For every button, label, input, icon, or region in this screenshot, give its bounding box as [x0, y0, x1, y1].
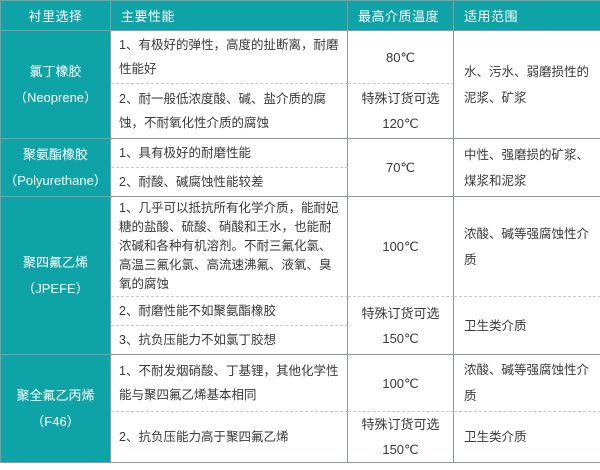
performance-cell: 1、几乎可以抵抗所有化学介质，能耐妃糖的盐酸、硫酸、硝酸和王水，也能耐浓碱和各种…	[111, 197, 348, 297]
temperature-cell: 特殊订货可选 120℃	[348, 84, 454, 139]
performance-cell: 2、耐一般低浓度酸、碱、盐介质的腐蚀，不耐氧化性介质的腐蚀	[111, 84, 348, 139]
material-name: 氯丁橡胶	[29, 63, 82, 79]
performance-cell: 1、具有极好的耐磨性能	[111, 139, 348, 168]
temperature-cell: 特殊订货可选 150℃	[348, 297, 454, 355]
temp-value: 120℃	[382, 116, 419, 131]
material-name-en: （Polyurethane）	[4, 172, 107, 188]
table-row: 氯丁橡胶 （Neoprene） 1、有极好的弹性，高度的扯断离，耐磨性能好 80…	[1, 31, 600, 139]
temp-note: 特殊订货可选	[361, 417, 440, 432]
material-name: 聚全氟乙丙烯	[16, 387, 95, 403]
table-row: 2、耐磨性能不如聚氨酯橡胶 特殊订货可选 150℃ 卫生类介质	[1, 297, 600, 355]
temperature-cell: 80℃	[348, 31, 454, 84]
material-cell-ptfe: 聚四氟乙烯 （JPEFE）	[1, 197, 111, 355]
scope-cell: 浓酸、碱等强腐蚀性介质	[454, 197, 600, 297]
performance-cell: 1、不耐发烟硝酸、丁基锂，其他化学性能与聚四氟乙烯基本相同	[111, 355, 348, 412]
performance-cell: 1、有极好的弹性，高度的扯断离，耐磨性能好	[111, 31, 348, 84]
performance-cell: 2、耐酸、碱腐蚀性能较差	[111, 168, 348, 197]
header-cell-scope: 适用范围	[454, 1, 600, 31]
temp-note: 特殊订货可选	[361, 91, 440, 106]
table-row: 聚四氟乙烯 （JPEFE） 1、几乎可以抵抗所有化学介质，能耐妃糖的盐酸、硫酸、…	[1, 197, 600, 355]
table-header-row: 衬里选择 主要性能 最高介质温度 适用范围	[1, 1, 600, 31]
material-cell-f46: 聚全氟乙丙烯 （F46）	[1, 355, 111, 463]
table-row: 聚全氟乙丙烯 （F46） 1、不耐发烟硝酸、丁基锂，其他化学性能与聚四氟乙烯基本…	[1, 355, 600, 463]
header-cell-lining: 衬里选择	[1, 1, 111, 31]
scope-cell: 卫生类介质	[454, 412, 600, 463]
scope-cell: 水、污水、弱磨损性的泥浆、矿浆	[454, 31, 600, 139]
temperature-cell: 100℃	[348, 355, 454, 412]
table-row: 聚氨酯橡胶 （Polyurethane） 1、具有极好的耐磨性能 70℃ 中性、…	[1, 139, 600, 197]
temp-value: 150℃	[382, 330, 419, 346]
performance-cell: 2、抗负压能力高于聚四氟乙烯	[111, 412, 348, 463]
table-row: 2、耐酸、碱腐蚀性能较差	[1, 168, 600, 197]
material-name: 聚四氟乙烯	[22, 254, 88, 270]
material-cell-polyurethane: 聚氨酯橡胶 （Polyurethane）	[1, 139, 111, 197]
temp-note: 特殊订货可选	[361, 305, 440, 321]
performance-cell: 3、抗负压能力不如氯丁胶想	[111, 326, 348, 355]
header-cell-performance: 主要性能	[111, 1, 348, 31]
scope-cell: 卫生类介质	[454, 297, 600, 355]
temperature-cell: 特殊订货可选 150℃	[348, 412, 454, 463]
scope-cell: 中性、强磨损的矿浆、煤浆和泥浆	[454, 139, 600, 197]
scope-cell: 浓酸、碱等强腐蚀性介质	[454, 355, 600, 412]
performance-cell: 2、耐磨性能不如聚氨酯橡胶	[111, 297, 348, 326]
temperature-cell: 70℃	[348, 139, 454, 197]
header-cell-max-temp: 最高介质温度	[348, 1, 454, 31]
temperature-cell: 100℃	[348, 197, 454, 297]
material-name-en: （JPEFE）	[22, 280, 89, 296]
temp-value: 150℃	[382, 442, 419, 457]
material-name: 聚氨酯橡胶	[22, 146, 88, 162]
material-name-en: （Neoprene）	[13, 89, 98, 105]
material-cell-neoprene: 氯丁橡胶 （Neoprene）	[1, 31, 111, 139]
table-row: 2、耐一般低浓度酸、碱、盐介质的腐蚀，不耐氧化性介质的腐蚀 特殊订货可选 120…	[1, 84, 600, 139]
table-row: 3、抗负压能力不如氯丁胶想	[1, 326, 600, 355]
material-name-en: （F46）	[31, 413, 80, 429]
